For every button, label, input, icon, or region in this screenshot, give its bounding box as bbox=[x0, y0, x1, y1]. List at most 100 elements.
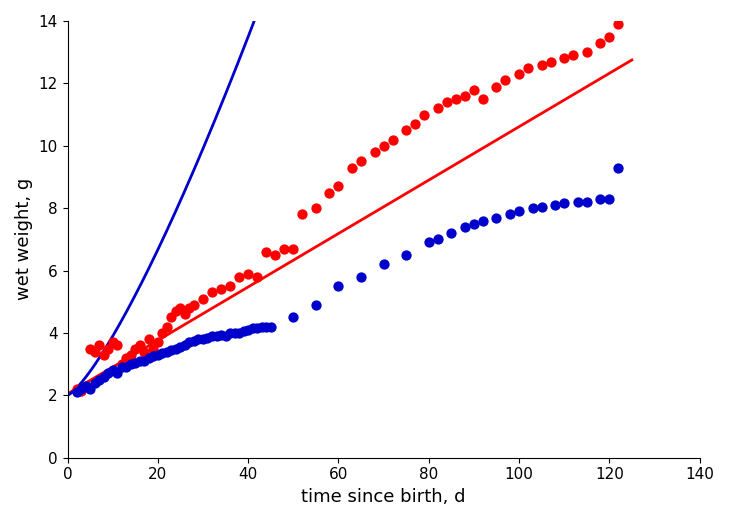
Point bbox=[98, 373, 109, 381]
Point bbox=[219, 332, 231, 340]
X-axis label: time since birth, d: time since birth, d bbox=[301, 488, 466, 506]
Point bbox=[139, 348, 150, 356]
Point bbox=[260, 322, 272, 331]
Point bbox=[238, 327, 249, 336]
Point bbox=[310, 301, 321, 309]
Point bbox=[468, 219, 480, 228]
Point bbox=[71, 385, 82, 393]
Point bbox=[604, 32, 615, 41]
Point bbox=[247, 324, 259, 332]
Point bbox=[332, 282, 344, 290]
Point bbox=[477, 217, 488, 225]
Point bbox=[143, 354, 155, 362]
Point bbox=[152, 351, 163, 359]
Point bbox=[269, 251, 281, 259]
Point bbox=[491, 82, 502, 91]
Point bbox=[450, 95, 461, 103]
Point bbox=[369, 148, 381, 156]
Point bbox=[206, 288, 218, 296]
Point bbox=[215, 330, 227, 339]
Point bbox=[581, 48, 593, 56]
Point bbox=[265, 322, 276, 331]
Point bbox=[549, 201, 561, 209]
Point bbox=[197, 335, 208, 343]
Point bbox=[229, 329, 241, 337]
Point bbox=[400, 126, 412, 134]
Point bbox=[581, 198, 593, 206]
Point bbox=[558, 54, 570, 63]
Point bbox=[252, 272, 263, 281]
Point bbox=[130, 344, 141, 353]
Point bbox=[297, 210, 308, 219]
Point bbox=[188, 337, 200, 345]
Point bbox=[179, 341, 191, 350]
Point bbox=[215, 285, 227, 293]
Point bbox=[278, 244, 290, 253]
Y-axis label: wet weight, g: wet weight, g bbox=[15, 178, 33, 301]
Point bbox=[418, 110, 430, 119]
Point bbox=[346, 164, 358, 172]
Point bbox=[441, 98, 453, 106]
Point bbox=[197, 294, 208, 303]
Point bbox=[79, 382, 91, 390]
Point bbox=[165, 313, 177, 321]
Point bbox=[170, 307, 182, 315]
Point bbox=[459, 92, 471, 100]
Point bbox=[225, 329, 236, 337]
Point bbox=[93, 341, 105, 350]
Point bbox=[116, 360, 128, 368]
Point bbox=[499, 76, 511, 84]
Point bbox=[107, 366, 119, 375]
Point bbox=[85, 385, 96, 393]
Point bbox=[206, 332, 218, 340]
Point bbox=[558, 200, 570, 208]
Point bbox=[139, 357, 150, 365]
Point bbox=[170, 344, 182, 353]
Point bbox=[147, 344, 159, 353]
Point bbox=[174, 343, 186, 351]
Point bbox=[120, 363, 132, 371]
Point bbox=[202, 333, 214, 342]
Point bbox=[179, 310, 191, 318]
Point bbox=[594, 195, 606, 203]
Point bbox=[522, 64, 534, 72]
Point bbox=[536, 60, 547, 69]
Point bbox=[400, 251, 412, 259]
Point bbox=[287, 313, 299, 321]
Point bbox=[545, 57, 556, 66]
Point bbox=[125, 360, 136, 368]
Point bbox=[75, 385, 87, 393]
Point bbox=[612, 164, 624, 172]
Point bbox=[256, 322, 268, 331]
Point bbox=[188, 301, 200, 309]
Point bbox=[192, 335, 204, 343]
Point bbox=[378, 260, 389, 268]
Point bbox=[355, 157, 367, 166]
Point bbox=[242, 326, 254, 334]
Point bbox=[184, 304, 195, 312]
Point bbox=[75, 387, 87, 395]
Point bbox=[491, 214, 502, 222]
Point bbox=[252, 324, 263, 332]
Point bbox=[287, 244, 299, 253]
Point bbox=[409, 120, 421, 128]
Point bbox=[310, 204, 321, 213]
Point bbox=[612, 20, 624, 28]
Point bbox=[594, 39, 606, 47]
Point bbox=[161, 348, 173, 356]
Point bbox=[572, 198, 583, 206]
Point bbox=[112, 369, 123, 378]
Point bbox=[567, 51, 579, 59]
Point bbox=[387, 135, 399, 144]
Point bbox=[355, 272, 367, 281]
Point bbox=[378, 142, 389, 150]
Point bbox=[85, 344, 96, 353]
Point bbox=[332, 182, 344, 191]
Point bbox=[504, 210, 516, 219]
Point bbox=[102, 344, 114, 353]
Point bbox=[468, 85, 480, 94]
Point bbox=[89, 379, 101, 387]
Point bbox=[477, 95, 488, 103]
Point bbox=[432, 104, 443, 113]
Point bbox=[120, 354, 132, 362]
